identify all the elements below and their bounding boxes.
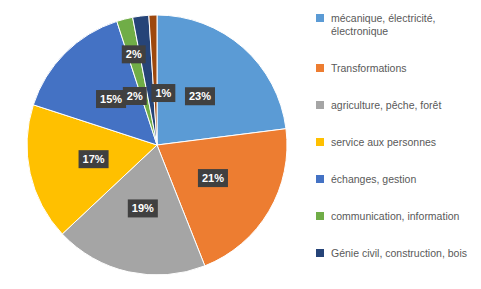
legend-entry: Génie civil, construction, bois (316, 247, 467, 259)
legend-label: Transformations (331, 62, 406, 74)
data-label: 17% (79, 150, 109, 168)
data-label-text: 17% (83, 153, 105, 165)
legend-swatch (316, 175, 324, 183)
legend-swatch (316, 14, 324, 22)
legend-entry: mécanique, électricité,électronique (316, 12, 435, 37)
data-label-text: 2% (126, 48, 142, 60)
legend-swatch (316, 101, 324, 109)
data-label-box (185, 87, 215, 105)
data-label-text: 23% (189, 90, 211, 102)
data-label: 23% (185, 87, 215, 105)
data-label-box (123, 87, 147, 105)
data-label-box (79, 150, 109, 168)
legend-swatch (316, 249, 324, 257)
legend-label: Génie civil, construction, bois (331, 247, 467, 259)
legend-swatch (316, 138, 324, 146)
slice (157, 15, 286, 145)
data-label: 15% (96, 90, 126, 108)
data-label-text: 15% (100, 93, 122, 105)
data-label: 21% (198, 169, 228, 187)
slice (133, 15, 157, 145)
data-label-box (198, 169, 228, 187)
legend-entry: service aux personnes (316, 136, 436, 148)
data-label-box (128, 199, 158, 217)
legend-label: agriculture, pêche, forêt (331, 99, 441, 111)
chart: 23% 21% 19% 17% 15% 2% 2% 1% mécanique, électric… (0, 0, 481, 289)
data-label-box (96, 90, 126, 108)
legend-swatch (316, 64, 324, 72)
pie (27, 15, 287, 275)
legend: mécanique, électricité,électronique Trans… (316, 12, 467, 259)
legend-label: mécanique, électricité,électronique (331, 12, 435, 37)
legend-entry: échanges, gestion (316, 173, 416, 185)
data-label-text: 21% (202, 172, 224, 184)
data-label-text: 1% (155, 87, 171, 99)
data-label-text: 2% (127, 90, 143, 102)
data-label: 2% (123, 87, 147, 105)
legend-entry: communication, information (316, 210, 460, 222)
legend-entry: Transformations (316, 62, 406, 74)
legend-entry: agriculture, pêche, forêt (316, 99, 441, 111)
legend-swatch (316, 212, 324, 220)
legend-label: service aux personnes (331, 136, 436, 148)
data-labels: 23% 21% 19% 17% 15% 2% 2% 1% (79, 45, 228, 217)
background (0, 0, 481, 289)
legend-label: échanges, gestion (331, 173, 416, 185)
data-label: 19% (128, 199, 158, 217)
slice (149, 15, 157, 145)
data-label-text: 19% (132, 202, 154, 214)
data-label-box (151, 84, 175, 102)
data-label-box (122, 45, 146, 63)
data-label: 1% (151, 84, 175, 102)
data-label: 2% (122, 45, 146, 63)
legend-label: communication, information (331, 210, 460, 222)
